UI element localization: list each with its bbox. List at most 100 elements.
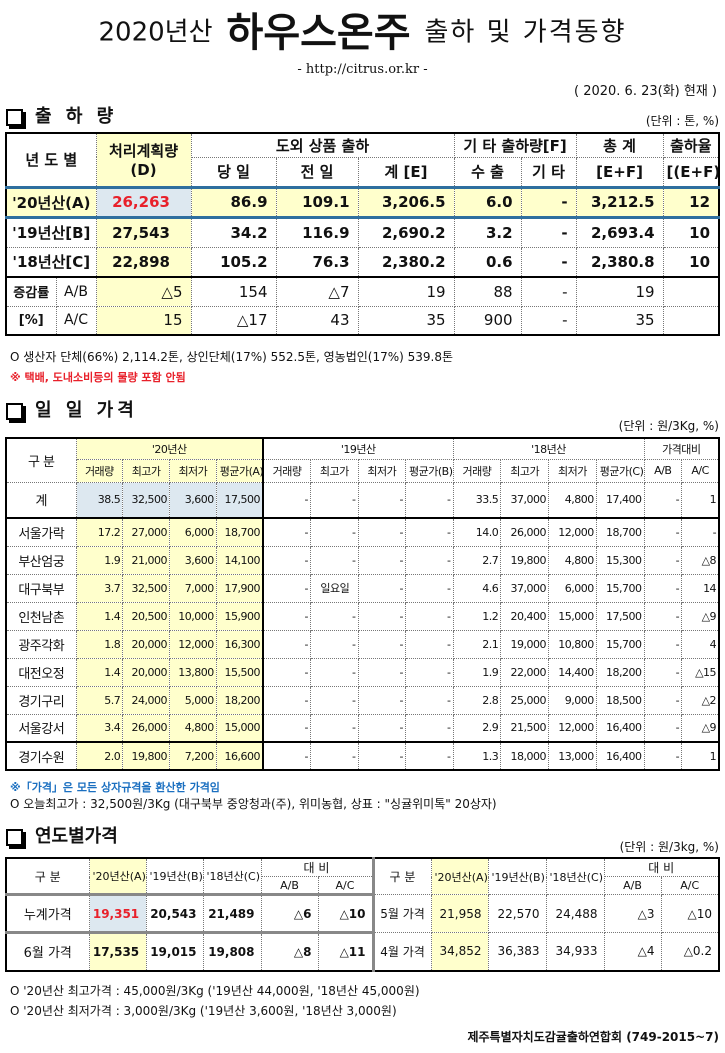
header-2019: '19년산	[262, 437, 454, 460]
table-cell: -	[643, 685, 683, 715]
table-cell: 35	[575, 305, 664, 336]
table-cell: 86.9	[190, 185, 277, 219]
section-title: 출 하 량	[35, 106, 118, 127]
table-cell	[662, 276, 720, 307]
table-cell: 20,400	[500, 601, 550, 631]
table-cell: -	[310, 517, 359, 547]
row-label: 6월 가격	[5, 932, 90, 971]
table-cell: 19,000	[500, 629, 550, 659]
yearly-max-note: O '20년산 최고가격 : 45,000원/3Kg ('19년산 44,000…	[10, 984, 420, 998]
table-cell: 1.9	[75, 545, 124, 575]
table-cell: -	[310, 481, 359, 519]
daily-top-price-note: O 오늘최고가 : 32,500원/3Kg (대구북부 중앙청과(주), 위미농…	[10, 797, 497, 811]
table-cell: -	[357, 713, 407, 743]
shipment-note: O 생산자 단체(66%) 2,114.2톤, 상인단체(17%) 552.5톤…	[10, 350, 454, 364]
table-cell: -	[357, 629, 407, 659]
table-cell: 14,400	[548, 657, 597, 687]
table-cell: 16,400	[595, 741, 645, 771]
header-etc: 기 타	[520, 156, 577, 188]
header-row: A/B A/C A/B A/C	[6, 876, 720, 895]
table-cell: 16,600	[215, 741, 264, 771]
table-cell: 24,488	[545, 894, 605, 933]
header-outside: 도외 상품 출하	[190, 132, 455, 158]
header-2018: '18년산(C)	[202, 857, 262, 895]
table-cell: 10,800	[548, 629, 597, 659]
table-cell: 26,263	[95, 185, 192, 219]
header-sub: 최고가	[500, 458, 550, 483]
table-cell: -	[643, 517, 683, 547]
table-cell: -	[357, 741, 407, 771]
table-cell: 18,700	[595, 517, 645, 547]
table-cell: -	[262, 685, 312, 715]
header-plan-label: 처리계획량	[109, 142, 179, 161]
table-cell: 1.2	[452, 601, 502, 631]
table-cell: 2,380.8	[575, 246, 664, 278]
table-cell: -	[405, 629, 454, 659]
table-cell: -	[262, 657, 312, 687]
table-cell: 15,900	[215, 601, 264, 631]
header-category: 구 분	[5, 437, 77, 483]
table-cell: -	[520, 216, 577, 248]
row-label: 광주각화	[5, 629, 77, 659]
table-cell: 20,500	[122, 601, 170, 631]
table-cell: 18,500	[595, 685, 645, 715]
header-rate: 출하율	[662, 132, 720, 158]
table-cell: △0.2	[660, 932, 720, 971]
table-cell: -	[357, 545, 407, 575]
table-cell: 1	[681, 481, 720, 519]
table-cell: 13,000	[548, 741, 597, 771]
change-label: [%]	[5, 305, 57, 336]
table-cell: -	[310, 657, 359, 687]
data-row: 인천남촌 1.4 20,500 10,000 15,900- - - -1.2 20,400 15…	[5, 601, 720, 631]
header-2019: '19년산(B)	[487, 857, 547, 895]
row-label: '20년산(A)	[5, 185, 97, 219]
header-ab: A/B	[260, 876, 319, 895]
table-cell: 6,000	[169, 517, 217, 547]
table-cell: 12	[662, 185, 720, 219]
table-cell: 22,898	[95, 246, 192, 278]
table-cell: 2.0	[75, 741, 124, 771]
table-cell: 20,543	[145, 893, 204, 934]
row-label: 경기수원	[5, 741, 77, 771]
footer-organization: 제주특별자치도감귤출하연합회 (749-2015~7)	[467, 1030, 719, 1044]
header-category: 구 분	[5, 857, 90, 895]
table-cell: 22,000	[500, 657, 550, 687]
table-cell: 17.2	[75, 517, 124, 547]
document-title: 2020년산 하우스온주 출하 및 가격동향	[0, 8, 725, 56]
row-label: 인천남촌	[5, 601, 77, 631]
table-cell: 7,000	[169, 573, 217, 603]
table-cell: 19,015	[145, 932, 204, 971]
table-cell: △11	[317, 932, 374, 971]
header-row: 구 분 '20년산 '19년산 '18년산 가격대비	[5, 437, 720, 483]
table-cell: △10	[317, 893, 374, 934]
header-sum: 계 [E]	[357, 156, 455, 188]
checkbox-square-icon	[6, 828, 23, 846]
data-row: 누계가격 19,351 20,543 21,489 △6 △10 5월 가격 21,958 22…	[5, 893, 720, 934]
table-cell: 15,000	[215, 713, 264, 743]
header-sub: 최저가	[169, 458, 217, 483]
table-cell: △15	[681, 657, 720, 687]
shipment-warning: ※ 택배, 도내소비등의 물량 포함 안됨	[10, 371, 186, 384]
header-row: 거래량 최고가 최저가 평균가(A) 거래량 최고가 최저가 평균가(B) 거래량 최고가 최저가 평…	[6, 458, 720, 483]
table-cell: 116.9	[275, 216, 359, 248]
table-cell: 2.1	[452, 629, 502, 659]
table-cell: -	[520, 246, 577, 278]
header-ac: A/C	[317, 876, 374, 895]
table-cell: 9,000	[548, 685, 597, 715]
header-sub: 거래량	[262, 458, 312, 483]
table-cell: △8	[681, 545, 720, 575]
table-cell: 32,500	[122, 573, 170, 603]
header-row: 년 도 별 처리계획량 (D) 도외 상품 출하 기 타 출하량[F] 총 계 출하율	[5, 132, 720, 188]
table-cell: -	[262, 517, 312, 547]
table-cell: 6,000	[548, 573, 597, 603]
table-cell: 18,200	[595, 657, 645, 687]
table-cell: 3,212.5	[575, 185, 664, 219]
table-cell: 27,000	[122, 517, 170, 547]
table-cell: 3.2	[453, 216, 522, 248]
table-cell: -	[405, 601, 454, 631]
table-cell: △2	[681, 685, 720, 715]
table-cell: 2,380.2	[357, 246, 455, 278]
row-label: '18년산[C]	[5, 246, 97, 278]
table-cell: △8	[260, 932, 319, 971]
